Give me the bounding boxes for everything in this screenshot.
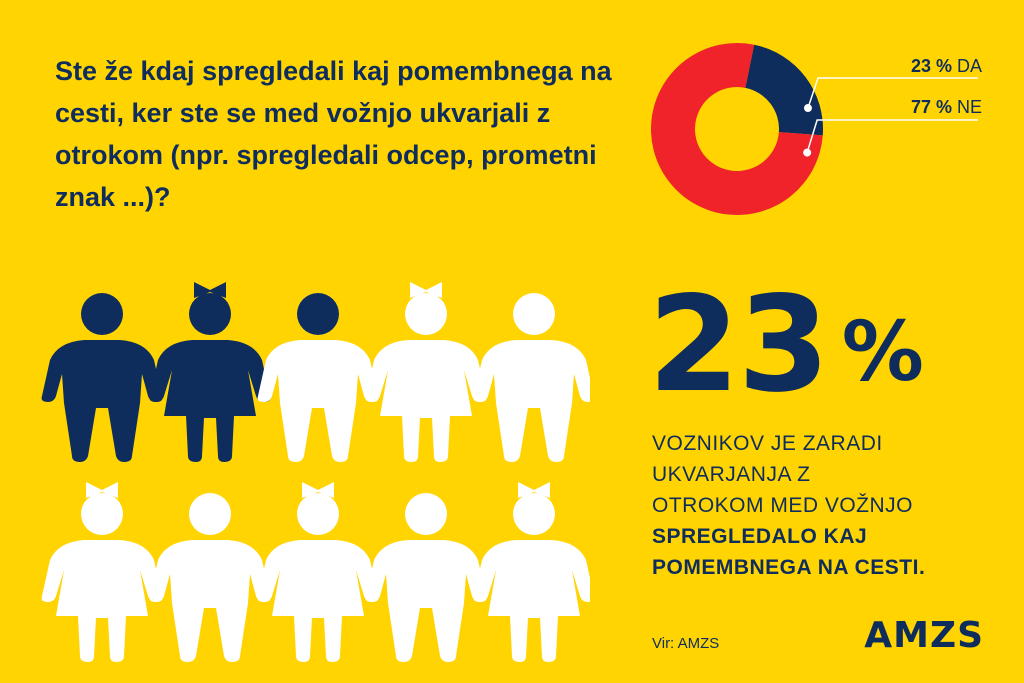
pie-label-ne-pct: 77 %	[910, 97, 952, 117]
description-line: UKVARJANJA Z	[652, 463, 811, 486]
description: VOZNIKOV JE ZARADI UKVARJANJA Z OTROKOM …	[652, 428, 1002, 583]
child-girl-icon	[365, 282, 487, 462]
description-bold-line: SPREGLEDALO KAJ	[652, 525, 868, 548]
child-girl-icon	[41, 482, 163, 662]
pie-label-da-pct: 23 %	[910, 56, 952, 76]
headline-percentage: 23%	[648, 279, 924, 411]
donut-slice-ne	[651, 43, 823, 216]
child-partial-fill	[297, 293, 339, 335]
child-boy-icon	[41, 293, 163, 462]
donut-leader-dot	[803, 148, 812, 157]
child-girl-icon	[473, 482, 590, 662]
pie-label-da-name: DA	[956, 56, 982, 76]
headline-percent-sign: %	[841, 305, 924, 400]
source-credit: Vir: AMZS	[652, 635, 720, 652]
question-heading: Ste že kdaj spregledali kaj pomembnega n…	[55, 56, 612, 212]
donut-chart	[651, 43, 978, 216]
child-boy-icon	[473, 293, 590, 462]
donut-leader-line	[807, 77, 978, 109]
pie-label-ne: 77 % NE	[911, 97, 982, 118]
description-bold-line: POMEMBNEGA NA CESTI.	[652, 556, 926, 579]
children-pictogram	[41, 282, 590, 662]
child-boy-icon	[149, 493, 271, 662]
child-girl-icon	[257, 482, 379, 662]
headline-number: 23	[648, 268, 830, 422]
amzs-logo: AMZS	[864, 615, 984, 656]
pie-label-da: 23 % DA	[911, 56, 982, 77]
donut-slice-da	[745, 44, 823, 136]
description-line: VOZNIKOV JE ZARADI	[652, 432, 883, 455]
description-line: OTROKOM MED VOŽNJO	[652, 494, 913, 517]
child-girl-icon	[149, 282, 271, 462]
donut-leader-dot	[803, 104, 812, 113]
donut-leader-line	[806, 119, 978, 153]
child-boy-icon	[365, 493, 487, 662]
pie-label-ne-name: NE	[956, 97, 982, 117]
child-boy-icon	[257, 293, 379, 462]
